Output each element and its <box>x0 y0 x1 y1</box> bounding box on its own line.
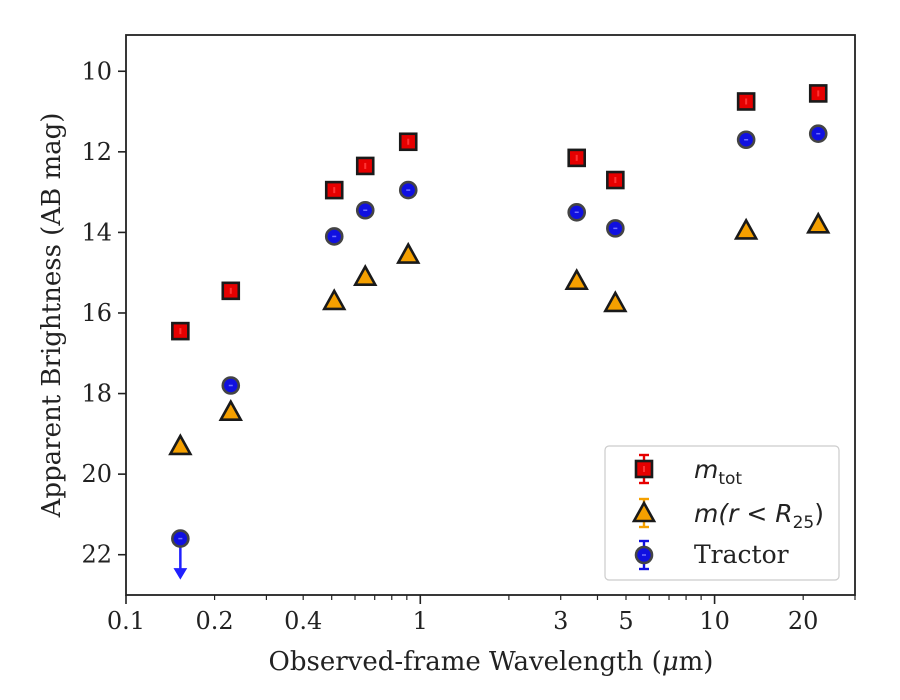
plot-frame <box>125 34 856 596</box>
x-tick-label: 1 <box>413 607 428 635</box>
legend-entry-mr25: m(r < R25) <box>694 499 824 533</box>
y-tick-label: 20 <box>81 460 112 488</box>
legend-entry-mtot: mtot <box>694 455 742 489</box>
x-axis-label: Observed-frame Wavelength (μm) <box>269 647 714 677</box>
legend-icons <box>631 453 657 571</box>
point-mr25 <box>218 399 243 421</box>
x-tick-label: 0.1 <box>107 607 145 635</box>
y-tick-label: 16 <box>81 299 112 327</box>
y-axis-label: Apparent Brightness (AB mag) <box>37 113 67 519</box>
y-tick-label: 12 <box>81 138 112 166</box>
point-mr25 <box>353 264 378 287</box>
legend-entry-tractor: Tractor <box>694 540 789 569</box>
y-tick-label: 10 <box>81 57 112 85</box>
point-mr25 <box>806 211 831 234</box>
point-mr25 <box>733 217 759 240</box>
y-tick-label: 14 <box>81 218 112 246</box>
legend-box <box>604 445 840 581</box>
legend-marker-mr25 <box>631 500 657 523</box>
x-tick-label: 0.4 <box>284 607 322 635</box>
x-tick-label: 0.2 <box>196 607 234 635</box>
upper-limit-arrowhead <box>173 568 188 580</box>
point-mr25 <box>396 241 421 264</box>
x-tick-label: 5 <box>618 607 633 635</box>
point-mr25 <box>564 268 589 291</box>
y-tick-label: 22 <box>81 541 112 569</box>
point-mr25 <box>322 288 347 311</box>
legend: mtot m(r < R25) Tractor <box>604 445 840 581</box>
point-mr25 <box>603 290 628 313</box>
x-tick-label: 20 <box>788 607 819 635</box>
x-tick-label: 10 <box>699 607 730 635</box>
axis-ticks: 0.1 0.2 0.4 1 3 5 10 20 10 12 14 16 18 20 22 <box>81 57 856 635</box>
point-mr25 <box>168 433 193 456</box>
data-marks <box>168 84 831 580</box>
y-tick-label: 18 <box>81 380 112 408</box>
x-tick-label: 3 <box>553 607 568 635</box>
